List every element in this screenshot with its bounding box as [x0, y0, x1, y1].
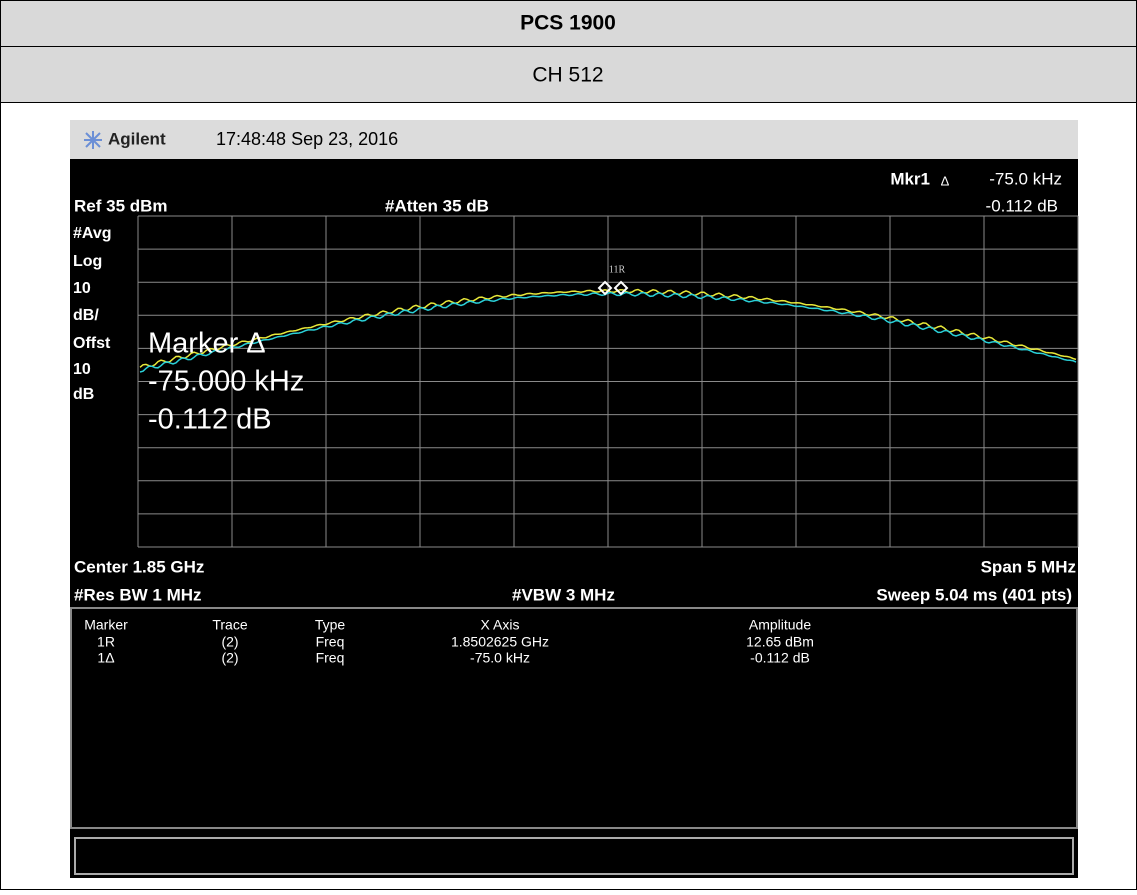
overlay-line: Marker Δ	[148, 328, 266, 360]
marker-diamonds	[597, 280, 629, 296]
table-cell: 12.65 dBm	[746, 634, 814, 650]
screen-bg	[70, 120, 1078, 878]
left-label: #Avg	[73, 225, 112, 242]
table-header: Marker	[84, 617, 128, 633]
table-cell: Freq	[316, 634, 345, 650]
left-label: Log	[73, 253, 102, 270]
left-label: dB/	[73, 307, 99, 324]
ref-level: Ref 35 dBm	[74, 196, 168, 215]
sweep: Sweep 5.04 ms (401 pts)	[876, 585, 1072, 604]
res-bw: #Res BW 1 MHz	[74, 585, 202, 604]
marker-x: -75.0 kHz	[989, 169, 1062, 188]
table-cell: 1.8502625 GHz	[451, 634, 549, 650]
overlay-line: -75.000 kHz	[148, 366, 304, 398]
marker-table-box	[70, 607, 1078, 829]
brand: Agilent	[108, 129, 166, 148]
graticule	[137, 215, 1079, 548]
left-labels: #Avg Log 10 dB/Offst 10 dB	[73, 225, 112, 403]
center-freq: Center 1.85 GHz	[74, 557, 204, 576]
table-cell: 1R	[97, 634, 115, 650]
table-cell: (2)	[221, 634, 238, 650]
left-label: 10	[73, 280, 91, 297]
left-label: Offst	[73, 335, 111, 352]
table-header: Trace	[212, 617, 247, 633]
table-cell: Freq	[316, 650, 345, 666]
title-row	[1, 1, 1136, 46]
marker-table: Marker Trace Type X Axis Amplitude 1R (2) Freq 1…	[84, 617, 814, 666]
title: PCS 1900	[520, 12, 616, 35]
table-header: X Axis	[481, 617, 520, 633]
marker-label: Mkr1	[890, 169, 930, 188]
overlay-line: -0.112 dB	[148, 404, 272, 436]
channel-row	[1, 47, 1136, 102]
span: Span 5 MHz	[981, 557, 1076, 576]
table-header: Type	[315, 617, 346, 633]
table-cell: 1Δ	[97, 650, 114, 666]
table-header: Amplitude	[749, 617, 811, 633]
left-label: 10	[73, 361, 91, 378]
timestamp: 17:48:48 Sep 23, 2016	[216, 129, 398, 149]
marker-overlay: Marker Δ -75.000 kHz -0.112 dB	[148, 328, 304, 436]
vbw: #VBW 3 MHz	[512, 585, 615, 604]
left-label: dB	[73, 386, 94, 403]
marker-tag: 11R	[609, 264, 626, 275]
brand-logo	[84, 131, 102, 149]
marker-y: -0.112 dB	[986, 196, 1058, 215]
attenuation: #Atten 35 dB	[385, 196, 489, 215]
table-cell: -75.0 kHz	[470, 650, 530, 666]
status-bar	[74, 837, 1074, 875]
trace-cyan	[139, 291, 1077, 373]
analyzer-screen: Agilent 17:48:48 Sep 23, 2016 Mkr1 Δ -75…	[70, 120, 1079, 878]
top-bar	[70, 120, 1078, 159]
table-cell: (2)	[221, 650, 238, 666]
table-cell: -0.112 dB	[750, 650, 810, 666]
marker-symbol: Δ	[941, 173, 950, 188]
channel: CH 512	[532, 64, 603, 87]
